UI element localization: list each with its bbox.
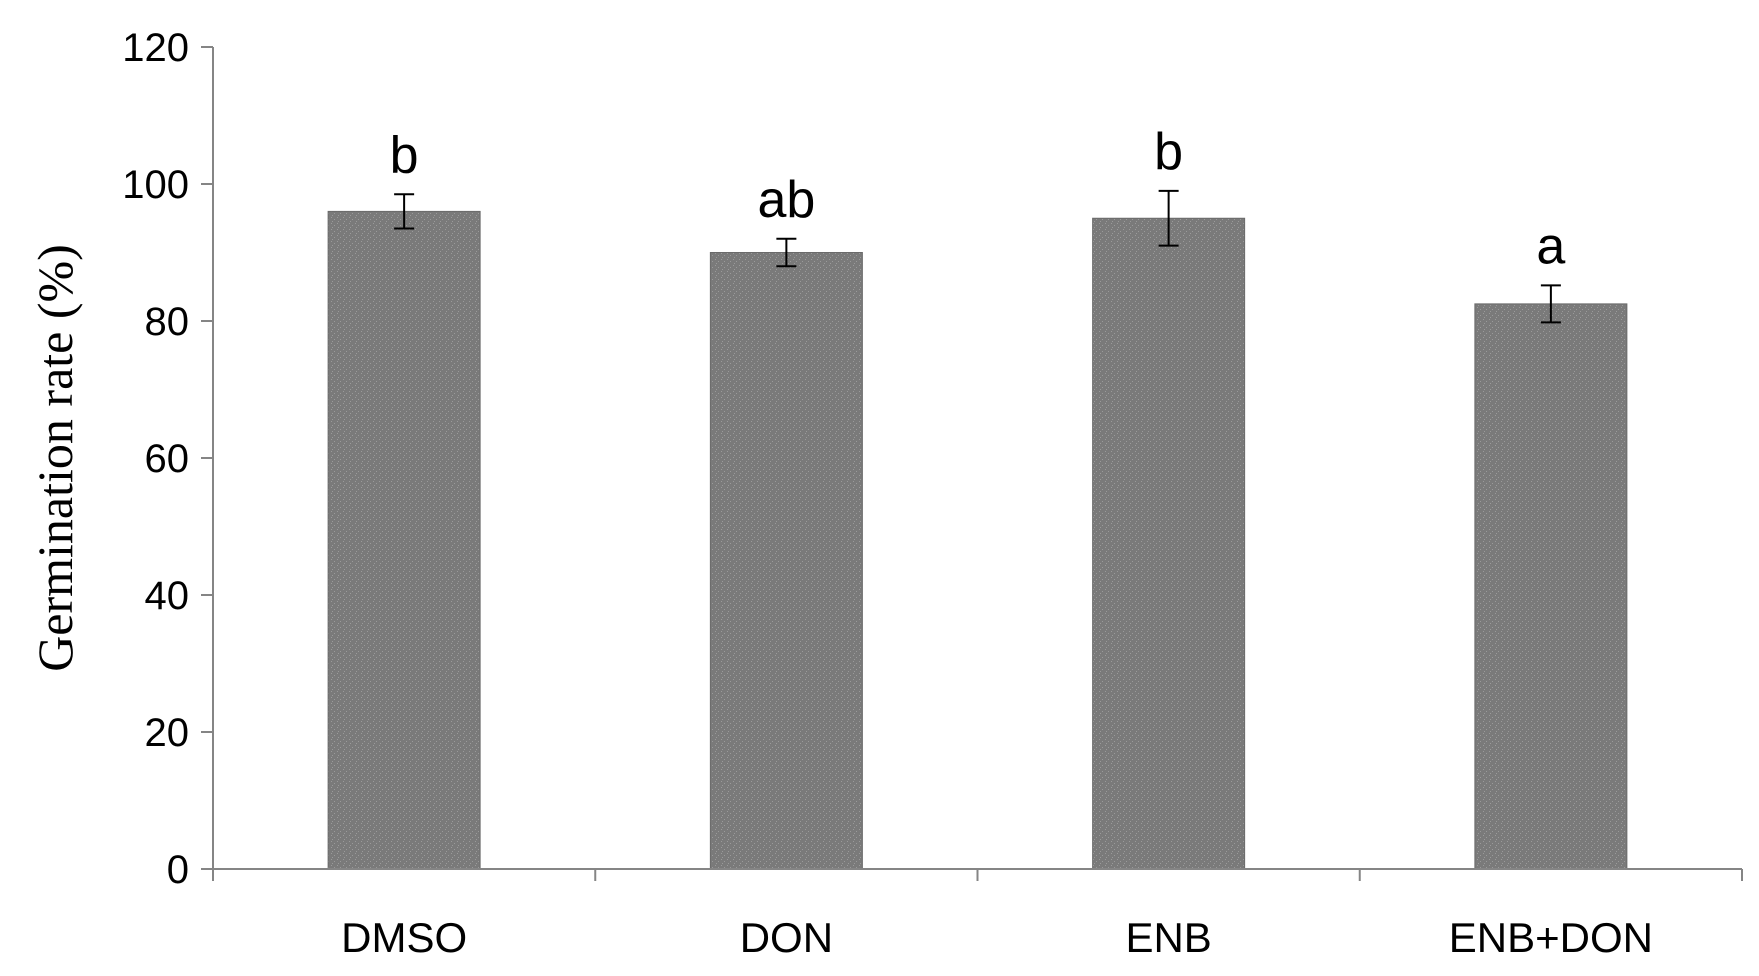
y-tick-label: 40 bbox=[145, 574, 190, 618]
x-tick-label: DON bbox=[740, 914, 833, 961]
y-tick-label: 0 bbox=[167, 848, 189, 892]
x-tick-label: DMSO bbox=[341, 914, 467, 961]
x-tick-label: ENB bbox=[1125, 914, 1211, 961]
y-tick-label: 20 bbox=[145, 711, 190, 755]
labels-layer: 0 20 40 60 80 100 120 b DMSO ab DON b ENB a ENB+DON bbox=[122, 26, 1653, 961]
significance-label: b bbox=[390, 126, 419, 184]
bar-don bbox=[709, 252, 863, 870]
x-tick-label: ENB+DON bbox=[1449, 914, 1653, 961]
bar-dmso bbox=[327, 210, 481, 870]
y-tick-label: 60 bbox=[145, 437, 190, 481]
bar-enb bbox=[1092, 217, 1246, 870]
significance-label: a bbox=[1536, 217, 1565, 275]
bars-layer bbox=[327, 189, 1628, 870]
significance-label: b bbox=[1154, 123, 1183, 181]
axes-layer bbox=[201, 46, 1743, 881]
significance-label: ab bbox=[757, 171, 815, 229]
y-tick-label: 80 bbox=[145, 300, 190, 344]
y-tick-label: 120 bbox=[122, 26, 189, 70]
y-tick-label: 100 bbox=[122, 163, 189, 207]
bar-enb-don bbox=[1474, 303, 1628, 870]
y-axis-title: Germination rate (%) bbox=[27, 244, 83, 672]
